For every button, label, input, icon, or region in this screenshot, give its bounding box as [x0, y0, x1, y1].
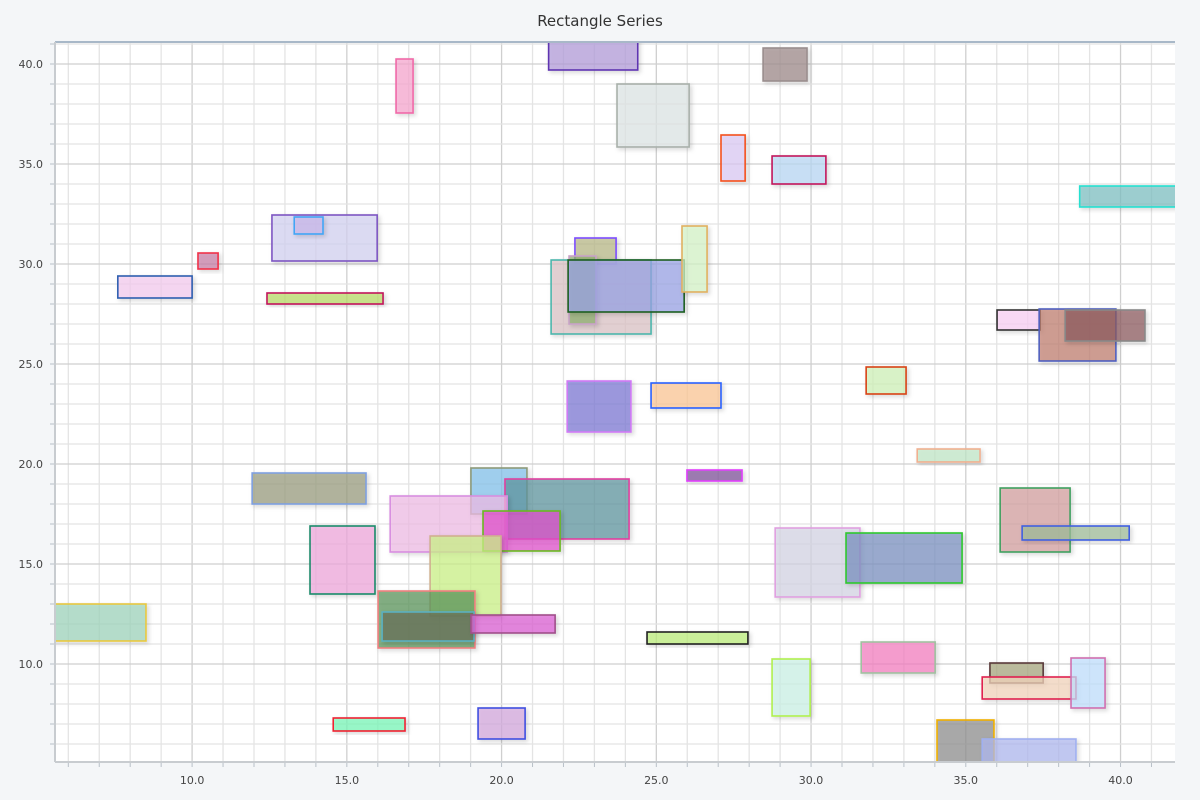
rectangle-mark [567, 259, 685, 313]
rectangle-mark [381, 611, 475, 642]
y-tick-label: 15.0 [19, 558, 44, 571]
rectangle-mark [681, 225, 708, 293]
rectangle-mark [686, 469, 743, 482]
rectangle-mark [251, 472, 367, 505]
y-tick-label: 35.0 [19, 158, 44, 171]
rectangle-mark [996, 309, 1041, 331]
rectangle-series [55, 42, 1175, 762]
rectangle-mark [981, 676, 1077, 700]
x-tick-label: 35.0 [954, 774, 979, 787]
rectangle-mark [771, 658, 811, 717]
rectangle-mark [55, 603, 147, 642]
rectangle-mark [271, 214, 378, 262]
rectangle-mark [477, 707, 526, 740]
rectangle-mark [860, 641, 936, 674]
rectangle-mark [1078, 185, 1175, 208]
rectangle-mark [865, 366, 907, 395]
y-tick-label: 20.0 [19, 458, 44, 471]
rectangle-mark [266, 292, 384, 305]
rectangle-mark [332, 717, 406, 732]
x-tick-label: 15.0 [335, 774, 360, 787]
rectangle-mark [999, 487, 1071, 553]
y-tick-label: 40.0 [19, 58, 44, 71]
rectangle-mark [981, 738, 1077, 762]
y-tick-label: 25.0 [19, 358, 44, 371]
rectangle-mark [916, 448, 981, 463]
x-tick-label: 30.0 [799, 774, 824, 787]
x-tick-label: 25.0 [644, 774, 669, 787]
y-tick-label: 30.0 [19, 258, 44, 271]
rectangle-mark [720, 134, 746, 182]
x-tick-label: 40.0 [1108, 774, 1133, 787]
rectangle-mark [566, 380, 632, 433]
rectangle-mark [771, 155, 827, 185]
chart-title: Rectangle Series [537, 12, 663, 30]
rectangle-mark [1070, 657, 1106, 709]
rectangle-mark [650, 382, 722, 409]
rectangle-mark [293, 216, 324, 235]
rectangle-mark [309, 525, 376, 595]
rectangle-mark [197, 252, 219, 270]
x-tick-label: 10.0 [180, 774, 205, 787]
rectangle-mark [1064, 309, 1146, 342]
rectangle-mark [762, 47, 808, 82]
x-tick-label: 20.0 [489, 774, 514, 787]
rectangle-mark [117, 275, 193, 299]
rectangle-mark [646, 631, 749, 645]
rectangle-mark [470, 614, 556, 634]
rectangle-mark [616, 83, 690, 148]
rectangle-mark [845, 532, 963, 584]
rectangle-mark [395, 58, 414, 114]
rectangle-mark [547, 42, 639, 71]
y-tick-label: 10.0 [19, 658, 44, 671]
rectangle-mark [1021, 525, 1130, 541]
